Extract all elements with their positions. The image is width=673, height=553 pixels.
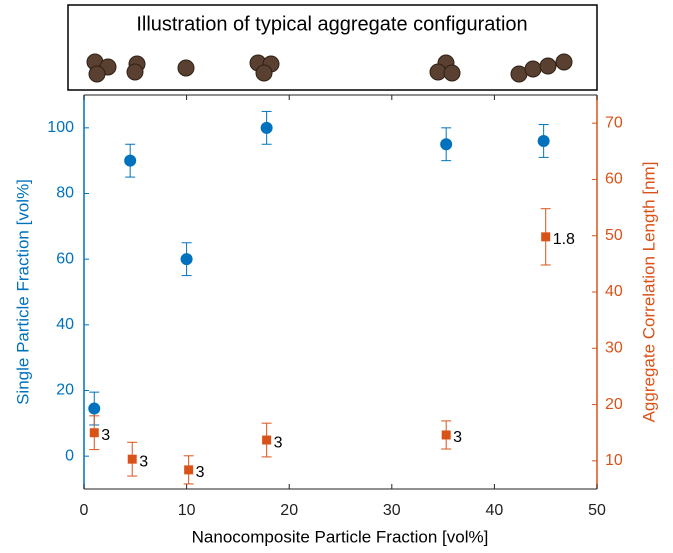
point-label: 3 (139, 453, 148, 470)
point (441, 430, 451, 440)
y-tick-label: 80 (56, 185, 74, 202)
x-tick-label: 50 (588, 502, 606, 519)
y2-axis-label: Aggregate Correlation Length [nm] (639, 162, 658, 423)
y-tick-label: 60 (56, 250, 74, 267)
point-label: 3 (453, 429, 462, 446)
y2-tick-label: 30 (605, 340, 623, 357)
illustration-spheres (86, 53, 573, 83)
y-axis-label: Single Particle Fraction [vol%] (13, 179, 32, 405)
point (127, 454, 137, 464)
y-tick-label: 0 (65, 447, 74, 464)
point (184, 465, 194, 475)
x-axis-label: Nanocomposite Particle Fraction [vol%] (192, 527, 489, 546)
point-label: 3 (196, 464, 205, 481)
y-tick-label: 100 (47, 119, 74, 136)
x-tick-label: 10 (178, 502, 196, 519)
y-tick-label: 40 (56, 316, 74, 333)
y-tick-label: 20 (56, 382, 74, 399)
point (262, 435, 272, 445)
point (260, 121, 273, 134)
point-label: 3 (274, 434, 283, 451)
point (440, 138, 453, 151)
x-tick-label: 20 (280, 502, 298, 519)
y2-tick-label: 40 (605, 283, 623, 300)
x-tick-label: 0 (80, 502, 89, 519)
x-tick-label: 30 (383, 502, 401, 519)
point (541, 232, 551, 242)
y2-tick-label: 10 (605, 452, 623, 469)
point (537, 134, 550, 147)
illustration-title: Illustration of typical aggregate config… (136, 13, 527, 35)
point (89, 428, 99, 438)
y2-tick-label: 60 (605, 171, 623, 188)
y2-tick-label: 20 (605, 396, 623, 413)
x-tick-label: 40 (486, 502, 504, 519)
point-label: 3 (101, 427, 110, 444)
point (180, 253, 193, 266)
point (124, 154, 137, 167)
illustration-box (67, 4, 598, 91)
point (88, 402, 101, 415)
y2-tick-label: 50 (605, 227, 623, 244)
point-label: 1.8 (553, 231, 575, 248)
y2-tick-label: 70 (605, 114, 623, 131)
